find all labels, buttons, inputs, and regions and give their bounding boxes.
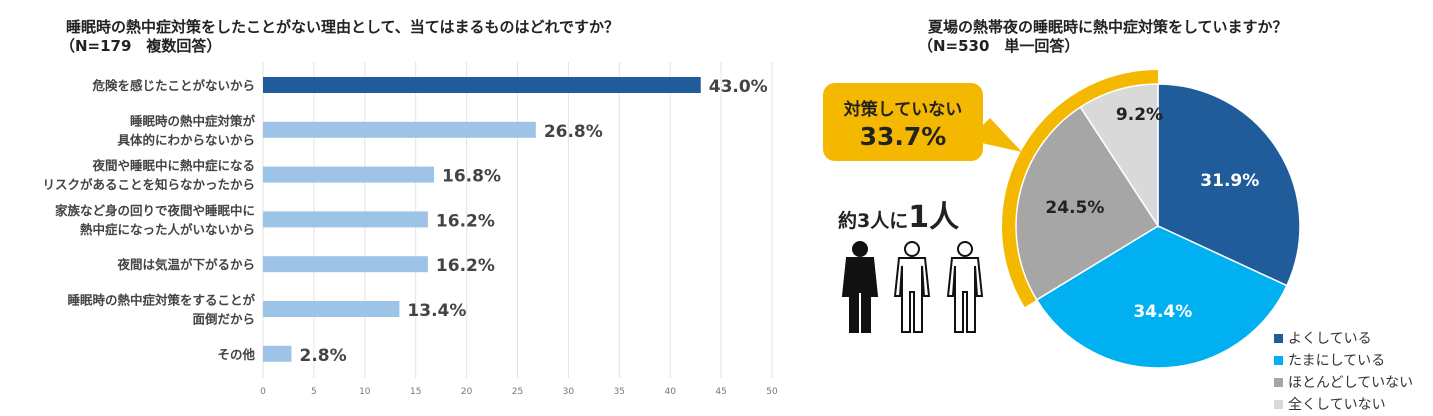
x-tick-label: 30 (563, 387, 575, 397)
person-filled-icon (852, 241, 868, 257)
bar-value-label: 16.2% (436, 256, 495, 276)
legend-swatch (1274, 400, 1283, 409)
category-label: 具体的にわからないから (116, 132, 255, 147)
category-label: 危険を感じたことがないから (91, 78, 255, 93)
bar (263, 211, 428, 228)
bar-value-label: 43.0% (709, 77, 768, 97)
person-outline-icon (904, 241, 920, 257)
legend-item: たまにしている (1274, 350, 1413, 372)
category-label: 睡眠時の熱中症対策をすることが (67, 293, 255, 308)
x-tick-label: 10 (359, 387, 371, 397)
pie-chart-subtitle: （N=530 単一回答） (918, 37, 1080, 55)
bar-value-label: 16.8% (442, 167, 501, 187)
category-label: 面倒だから (192, 312, 255, 327)
bar-value-label: 13.4% (407, 301, 466, 321)
person-filled-icon (841, 257, 879, 333)
legend-item: ほとんどしていない (1274, 372, 1413, 394)
person-outline-icon (893, 257, 931, 333)
bar-value-label: 2.8% (300, 346, 347, 366)
legend-item: よくしている (1274, 328, 1413, 350)
person-outline-icon (957, 241, 973, 257)
x-tick-label: 0 (260, 387, 266, 397)
x-tick-label: 40 (664, 387, 676, 397)
pie-chart-title: 夏場の熱帯夜の睡眠時に熱中症対策をしていますか？ (928, 18, 1288, 36)
callout-label: 対策していない (843, 100, 963, 120)
callout-bubble: 対策していない 33.7% (823, 83, 983, 161)
pie-value-label: 34.4% (1133, 302, 1192, 322)
callout-ring (1002, 69, 1158, 308)
bar (263, 166, 435, 183)
category-label: 睡眠時の熱中症対策が (130, 113, 256, 128)
pie-legend: よくしている たまにしているほとんどしていない 全くしていない (1274, 328, 1413, 416)
bar (263, 345, 292, 362)
legend-swatch (1274, 334, 1283, 343)
pie-slice (1079, 83, 1159, 229)
bar (263, 301, 400, 317)
ratio-text: 約3人に1人 (838, 192, 959, 236)
category-label: 熱中症になった人がいないから (80, 222, 255, 237)
category-label: リスクがあることを知らなかったから (42, 177, 255, 192)
category-label: 夜間や睡眠中に熱中症になる (91, 158, 255, 173)
ratio-value: 1人 (908, 200, 960, 235)
legend-swatch (1274, 378, 1283, 387)
bar (263, 77, 701, 93)
x-tick-label: 35 (614, 387, 625, 397)
legend-label: 全くしていない (1288, 397, 1386, 413)
bar (263, 256, 428, 273)
x-tick-label: 15 (410, 387, 421, 397)
pie-slice (1035, 225, 1288, 369)
legend-label: ほとんどしていない (1288, 375, 1414, 391)
ratio-prefix: 約3人に (838, 210, 909, 232)
bar-chart-subtitle: （N=179 複数回答） (60, 37, 222, 55)
x-tick-label: 5 (311, 387, 317, 397)
bar-value-label: 16.2% (436, 211, 495, 231)
legend-swatch (1274, 356, 1283, 365)
bar (263, 121, 536, 138)
pie-value-label: 31.9% (1200, 171, 1259, 191)
x-tick-label: 45 (715, 387, 726, 397)
category-label: 家族など身の回りで夜間や睡眠中に (55, 203, 255, 218)
x-tick-label: 20 (461, 387, 473, 397)
pie-value-label: 24.5% (1045, 198, 1104, 218)
x-tick-label: 50 (766, 387, 778, 397)
person-outline-icon (946, 257, 984, 333)
bar-chart-title: 睡眠時の熱中症対策をしたことがない理由として、当てはまるものはどれですか？ (66, 18, 620, 36)
legend-label: たまにしている (1288, 353, 1386, 369)
pie-value-label: 9.2% (1116, 105, 1163, 125)
legend-label: よくしている (1288, 331, 1372, 347)
category-label: 夜間は気温が下がるから (116, 257, 255, 272)
callout-value: 33.7% (859, 122, 947, 151)
x-tick-label: 25 (512, 387, 523, 397)
legend-item: 全くしていない (1274, 394, 1413, 416)
pie-slice (1015, 106, 1160, 301)
bar-value-label: 26.8% (544, 122, 603, 142)
category-label: その他 (217, 347, 255, 362)
pie-slice (1157, 83, 1301, 287)
